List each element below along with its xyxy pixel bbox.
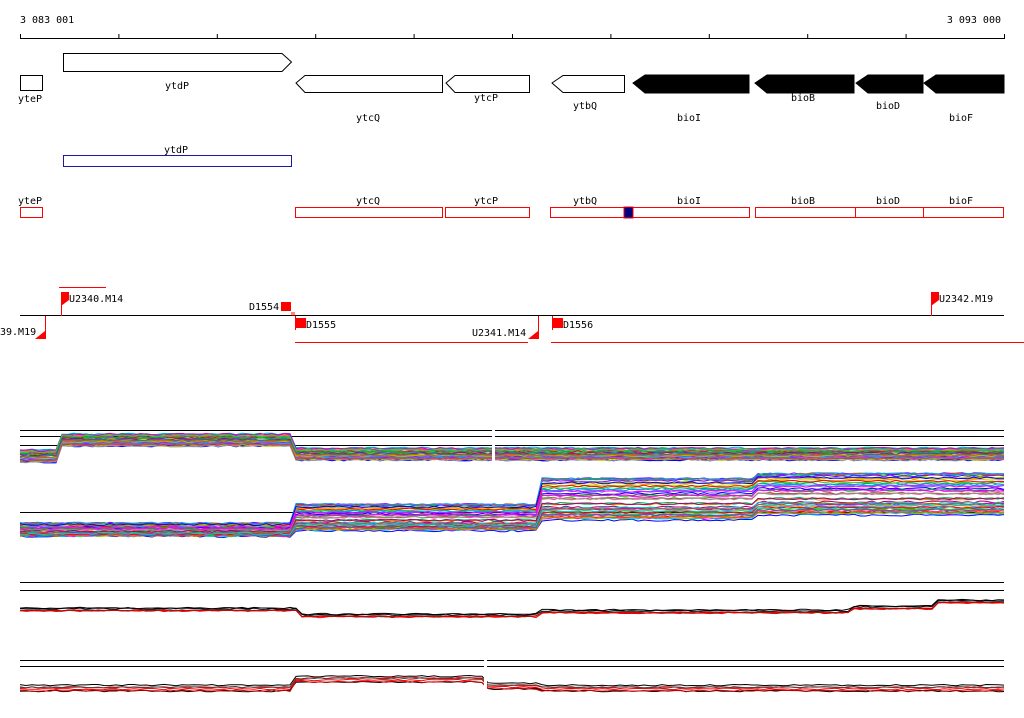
expression-profile-line bbox=[19, 492, 1005, 532]
gene-label-bioI: bioI bbox=[677, 113, 701, 124]
gene-label-bioB: bioB bbox=[791, 93, 815, 104]
expression-profile-line bbox=[19, 598, 1005, 616]
red-box-ytcQ[interactable] bbox=[295, 207, 443, 218]
expression-profile-line bbox=[19, 508, 1004, 537]
feature-D1554[interactable]: D1554 bbox=[249, 302, 279, 313]
gene-label-bioF: bioF bbox=[949, 113, 973, 124]
feature-U2341.M14[interactable]: U2341.M14 bbox=[472, 328, 526, 339]
gene-bioD-arrow[interactable] bbox=[855, 74, 924, 94]
ruler-ticks bbox=[20, 34, 1005, 39]
expression-profile-line bbox=[19, 434, 1005, 454]
red-box-ytbQ-bioI[interactable] bbox=[550, 207, 750, 218]
gene-label-ytcQ: ytcQ bbox=[356, 113, 380, 124]
red-box-bioB-bioF[interactable] bbox=[755, 207, 1004, 218]
expression-profile-line bbox=[19, 483, 1005, 529]
gene-ytbQ-arrow[interactable] bbox=[551, 75, 625, 93]
expression-panel-4 bbox=[19, 655, 1005, 695]
expression-profile-line bbox=[19, 438, 1005, 458]
red-box-ytcP[interactable] bbox=[445, 207, 530, 218]
coordinate-ruler: 3 083 001 3 093 000 bbox=[20, 15, 1005, 39]
gene-label-yteP: yteP bbox=[18, 94, 42, 105]
expression-profile-line bbox=[19, 435, 1005, 455]
red-label-ytcP: ytcP bbox=[474, 196, 498, 207]
gene-label-ytcP: ytcP bbox=[474, 93, 498, 104]
red-label-bioB: bioB bbox=[791, 196, 815, 207]
expression-profile-line bbox=[19, 505, 1005, 536]
red-label-ytbQ: ytbQ bbox=[573, 196, 597, 207]
ruler-start-label: 3 083 001 bbox=[20, 15, 74, 26]
feature-U2342.M19[interactable]: U2342.M19 bbox=[939, 294, 993, 305]
gene-label-ytbQ: ytbQ bbox=[573, 101, 597, 112]
expression-profile-line bbox=[19, 480, 1005, 528]
navy-marker bbox=[623, 206, 634, 219]
feature-39.M19[interactable]: 39.M19 bbox=[0, 327, 36, 338]
ruler-end-label: 3 093 000 bbox=[947, 15, 1001, 26]
feature-D1556[interactable]: D1556 bbox=[563, 320, 593, 331]
blue-feature-track: ytdP bbox=[63, 145, 292, 167]
expression-profile-line bbox=[19, 502, 1005, 535]
expression-profile-line bbox=[19, 502, 1005, 535]
red-gene-track: yteP ytcQ ytcP ytbQ bioI bioB bioD bioF bbox=[18, 196, 1004, 219]
feature-D1555[interactable]: D1555 bbox=[306, 320, 336, 331]
expression-profile-line bbox=[19, 476, 1004, 527]
expression-profile-line bbox=[19, 443, 1005, 462]
red-label-bioF: bioF bbox=[949, 196, 973, 207]
gene-ytcP-arrow[interactable] bbox=[445, 75, 530, 93]
expression-profile-line bbox=[19, 504, 1004, 535]
red-label-bioI: bioI bbox=[677, 196, 701, 207]
red-label-ytcQ: ytcQ bbox=[356, 196, 380, 207]
expression-panel-1 bbox=[19, 425, 1005, 465]
expression-profile-line bbox=[19, 680, 1005, 692]
gene-label-bioD: bioD bbox=[876, 101, 900, 112]
gene-bioB-arrow[interactable] bbox=[754, 74, 855, 94]
gene-bioF-arrow[interactable] bbox=[923, 74, 1005, 94]
primer-feature-track: U2340.M14 D1554 D1555 U2341.M14 D1556 U2… bbox=[0, 287, 1024, 343]
red-box-yteP[interactable] bbox=[20, 207, 43, 218]
gene-annotation-track: yteP ytdP ytcQ ytcP ytbQ bioI bioB bioD … bbox=[18, 53, 1005, 124]
blue-track-box[interactable] bbox=[63, 155, 292, 167]
expression-profile-line bbox=[19, 441, 1005, 461]
expression-profile-line bbox=[19, 674, 1005, 687]
expression-panel-2 bbox=[19, 472, 1005, 538]
gene-label-ytdP: ytdP bbox=[165, 81, 189, 92]
expression-profile-line bbox=[19, 678, 1005, 691]
expression-panel-3 bbox=[19, 582, 1005, 619]
red-label-bioD: bioD bbox=[876, 196, 900, 207]
expression-profile-line bbox=[19, 472, 1005, 525]
gene-yteP-box[interactable] bbox=[20, 75, 43, 91]
expression-profile-line bbox=[20, 497, 1005, 533]
red-label-yteP: yteP bbox=[18, 196, 42, 207]
gene-bioI-arrow[interactable] bbox=[632, 74, 750, 94]
expression-profile-line bbox=[19, 444, 1005, 464]
expression-profile-line bbox=[19, 484, 1005, 529]
gene-ytdP-arrow[interactable] bbox=[63, 53, 293, 72]
blue-track-label: ytdP bbox=[164, 145, 188, 156]
expression-profile-line bbox=[19, 489, 1005, 531]
feature-U2340.M14[interactable]: U2340.M14 bbox=[69, 294, 123, 305]
gene-ytcQ-arrow[interactable] bbox=[295, 75, 443, 93]
expression-profile-line bbox=[19, 677, 1005, 689]
expression-profile-line bbox=[20, 601, 1005, 618]
